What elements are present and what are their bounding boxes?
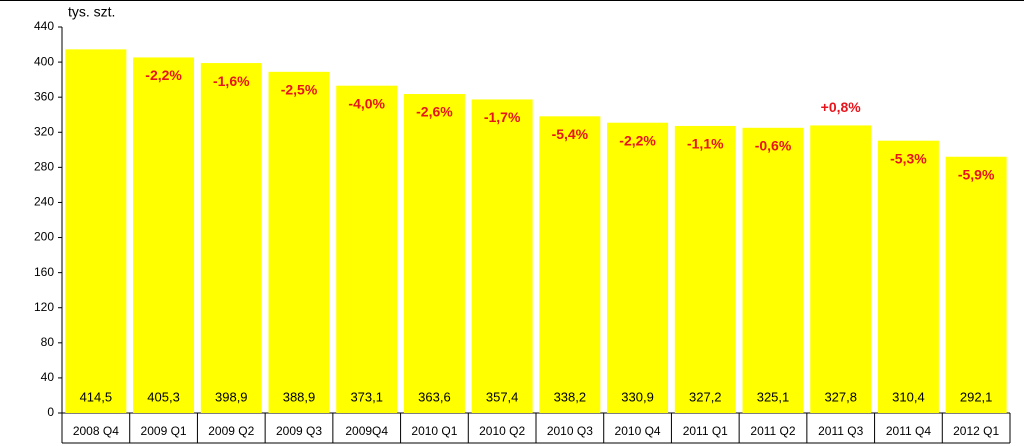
y-tick-label: 40 bbox=[41, 370, 55, 384]
bar bbox=[539, 116, 601, 413]
change-label: -1,6% bbox=[213, 73, 250, 89]
value-label: 327,8 bbox=[824, 389, 857, 404]
x-tick-label: 2012 Q1 bbox=[953, 424, 999, 438]
y-tick-label: 240 bbox=[34, 195, 54, 209]
bar bbox=[810, 125, 872, 414]
value-label: 325,1 bbox=[757, 389, 790, 404]
bar bbox=[877, 140, 939, 413]
change-label: -5,9% bbox=[958, 166, 995, 182]
bar bbox=[607, 122, 669, 414]
value-label: 310,4 bbox=[892, 389, 925, 404]
x-tick-label: 2011 Q1 bbox=[683, 424, 728, 438]
bar bbox=[336, 85, 398, 413]
x-tick-label: 2008 Q4 bbox=[73, 424, 119, 438]
unit-label: tys. szt. bbox=[68, 4, 115, 20]
x-tick-label: 2011 Q4 bbox=[886, 424, 931, 438]
y-tick-label: 320 bbox=[34, 124, 54, 138]
bar bbox=[133, 57, 195, 413]
change-label: -1,7% bbox=[484, 109, 521, 125]
y-tick-label: 400 bbox=[34, 54, 54, 68]
change-label: -1,1% bbox=[687, 136, 724, 152]
change-label: -5,3% bbox=[890, 150, 927, 166]
bar bbox=[403, 94, 465, 414]
bar bbox=[945, 156, 1007, 413]
x-tick-label: 2010 Q3 bbox=[547, 424, 593, 438]
bar bbox=[674, 125, 736, 413]
bar bbox=[471, 99, 533, 413]
x-tick-label: 2009Q4 bbox=[345, 424, 388, 438]
value-label: 405,3 bbox=[147, 389, 180, 404]
x-tick-label: 2011 Q2 bbox=[750, 424, 795, 438]
x-tick-label: 2010 Q4 bbox=[615, 424, 661, 438]
change-label: +0,8% bbox=[821, 99, 862, 115]
value-label: 327,2 bbox=[689, 389, 722, 404]
y-tick-label: 360 bbox=[34, 89, 54, 103]
value-label: 363,6 bbox=[418, 389, 451, 404]
x-tick-label: 2010 Q1 bbox=[411, 424, 457, 438]
x-tick-label: 2011 Q3 bbox=[818, 424, 863, 438]
y-tick-label: 440 bbox=[34, 19, 54, 33]
value-label: 414,5 bbox=[80, 389, 113, 404]
y-tick-label: 280 bbox=[34, 160, 54, 174]
y-tick-label: 200 bbox=[34, 230, 54, 244]
x-tick-label: 2009 Q3 bbox=[276, 424, 322, 438]
value-label: 357,4 bbox=[486, 389, 519, 404]
value-label: 292,1 bbox=[960, 389, 993, 404]
value-label: 388,9 bbox=[283, 389, 316, 404]
change-label: -2,2% bbox=[145, 67, 182, 83]
change-label: -2,2% bbox=[619, 132, 656, 148]
value-label: 373,1 bbox=[350, 389, 383, 404]
x-tick-label: 2009 Q2 bbox=[208, 424, 254, 438]
value-label: 330,9 bbox=[621, 389, 654, 404]
change-label: -2,5% bbox=[281, 82, 318, 98]
bar bbox=[200, 63, 262, 413]
change-label: -2,6% bbox=[416, 104, 453, 120]
value-label: 338,2 bbox=[554, 389, 587, 404]
y-tick-label: 120 bbox=[34, 300, 54, 314]
value-label: 398,9 bbox=[215, 389, 248, 404]
x-tick-label: 2009 Q1 bbox=[141, 424, 187, 438]
y-tick-label: 160 bbox=[34, 265, 54, 279]
change-label: -0,6% bbox=[755, 138, 792, 154]
bar bbox=[268, 71, 330, 413]
y-tick-label: 0 bbox=[47, 405, 54, 419]
bar bbox=[65, 49, 127, 413]
x-tick-label: 2010 Q2 bbox=[479, 424, 525, 438]
change-label: -5,4% bbox=[552, 126, 589, 142]
bar bbox=[742, 127, 804, 413]
y-tick-label: 80 bbox=[41, 335, 55, 349]
change-label: -4,0% bbox=[348, 95, 385, 111]
